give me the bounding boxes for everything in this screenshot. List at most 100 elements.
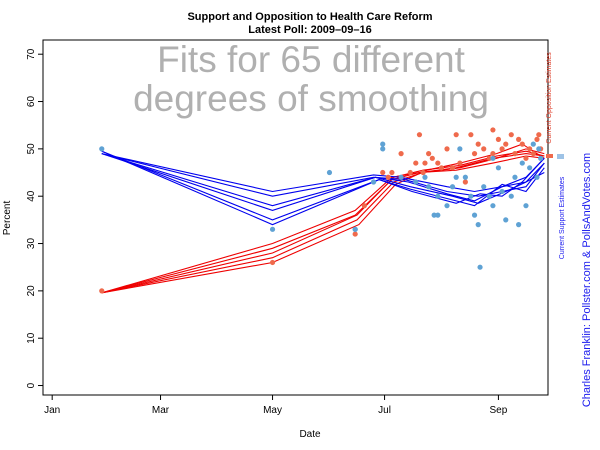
- opposition-poll-point: [449, 165, 456, 171]
- y-axis: 0 10 20 30 40 50 60 70: [26, 48, 43, 388]
- opposition-poll-point: [422, 160, 428, 166]
- support-poll-point: [527, 165, 533, 171]
- y-tick-label: 70: [26, 48, 37, 60]
- opposition-poll-point: [429, 155, 435, 161]
- support-poll-point: [370, 179, 377, 185]
- support-poll-point: [444, 203, 450, 209]
- support-poll-point: [490, 155, 496, 161]
- opposition-poll-point: [527, 146, 533, 152]
- opposition-poll-point: [534, 136, 540, 142]
- current-estimate-markers: [546, 154, 564, 159]
- opposition-poll-point: [407, 169, 413, 176]
- support-poll-point: [475, 222, 481, 228]
- overlay-line-1: Fits for 65 different: [157, 39, 466, 80]
- opposition-poll-point: [352, 231, 358, 237]
- opposition-poll-point: [468, 132, 474, 138]
- y-tick-label: 30: [26, 238, 37, 250]
- support-poll-point: [530, 141, 536, 147]
- opposition-poll-point: [512, 151, 518, 157]
- support-poll-point: [490, 203, 496, 209]
- opposition-poll-point: [490, 151, 496, 157]
- opposition-poll-point: [385, 174, 391, 180]
- opposition-poll-point: [471, 151, 478, 157]
- x-tick-label: Jan: [44, 405, 60, 416]
- opposition-poll-point: [516, 136, 522, 142]
- support-fit-line: [101, 153, 545, 193]
- overlay-line-2: degrees of smoothing: [133, 78, 489, 119]
- support-fit-line: [101, 153, 545, 207]
- opposition-poll-point: [99, 288, 105, 294]
- support-poll-point: [481, 184, 487, 190]
- chart-subtitle: Latest Poll: 2009–09–16: [248, 24, 372, 36]
- support-poll-point: [503, 217, 509, 223]
- support-poll-point: [534, 174, 540, 180]
- credit-label: Charles Franklin: Pollster.com & PollsAn…: [581, 153, 593, 407]
- opposition-poll-point: [420, 169, 426, 176]
- opposition-poll-point: [530, 151, 536, 157]
- support-poll-point: [486, 193, 492, 199]
- support-fit-line: [101, 153, 545, 197]
- opposition-poll-point: [486, 155, 492, 161]
- opposition-poll-point: [398, 151, 404, 157]
- support-poll-point: [449, 184, 456, 190]
- support-poll-point: [516, 222, 522, 228]
- support-poll-point: [99, 146, 105, 152]
- support-fit-line: [101, 150, 545, 226]
- x-axis: Jan Mar May Jul Sep: [44, 395, 508, 416]
- poll-points: [99, 127, 544, 294]
- support-poll-point: [462, 174, 468, 180]
- opposition-poll-point: [361, 203, 367, 209]
- y-tick-label: 10: [26, 332, 37, 344]
- support-poll-point: [413, 179, 419, 185]
- support-poll-point: [352, 226, 358, 232]
- support-poll-point: [326, 169, 333, 176]
- support-poll-point: [398, 174, 404, 180]
- chart-title: Support and Opposition to Health Care Re…: [187, 11, 432, 23]
- x-tick-label: May: [263, 405, 282, 416]
- support-poll-point: [538, 155, 544, 161]
- y-tick-label: 60: [26, 96, 37, 108]
- support-poll-point: [523, 203, 529, 209]
- opposition-fit-line: [101, 150, 545, 294]
- y-axis-title: Percent: [2, 201, 13, 236]
- support-fit-line: [101, 150, 545, 221]
- opposition-poll-point: [435, 160, 441, 166]
- support-poll-point: [380, 146, 386, 152]
- opposition-poll-point: [380, 169, 386, 176]
- opposition-estimates-label: Current Opposition Estimates: [546, 52, 553, 144]
- y-tick-label: 20: [26, 285, 37, 297]
- support-poll-point: [495, 165, 502, 171]
- support-estimates-label: Current Support Estimates: [559, 176, 566, 259]
- opposition-fit-line: [101, 155, 545, 294]
- opposition-poll-point: [508, 132, 514, 138]
- opposition-poll-point: [499, 146, 505, 152]
- support-poll-point: [477, 264, 483, 270]
- plot-frame: [42, 39, 549, 396]
- support-poll-point: [422, 174, 428, 180]
- support-poll-point: [457, 146, 463, 152]
- opposition-poll-point: [416, 132, 423, 138]
- support-poll-point: [426, 184, 432, 190]
- support-poll-point: [536, 146, 542, 152]
- opposition-poll-point: [426, 151, 432, 157]
- fit-lines: [101, 143, 545, 294]
- opposition-estimate-marker: [546, 154, 553, 158]
- x-tick-label: Jul: [378, 405, 391, 416]
- x-tick-label: Sep: [490, 405, 508, 416]
- support-poll-point: [508, 193, 514, 199]
- support-poll-point: [468, 193, 474, 199]
- y-tick-label: 40: [26, 190, 37, 202]
- opposition-poll-point: [389, 169, 395, 176]
- opposition-poll-point: [475, 141, 481, 147]
- opposition-poll-point: [481, 146, 487, 152]
- support-poll-point: [519, 160, 525, 166]
- support-poll-point: [435, 193, 441, 199]
- opposition-poll-point: [503, 141, 509, 147]
- opposition-poll-point: [536, 132, 542, 138]
- opposition-fit-line: [101, 143, 545, 294]
- x-axis-title: Date: [299, 429, 321, 440]
- opposition-poll-point: [438, 165, 445, 171]
- opposition-poll-point: [523, 155, 529, 161]
- support-estimate-marker: [557, 154, 564, 159]
